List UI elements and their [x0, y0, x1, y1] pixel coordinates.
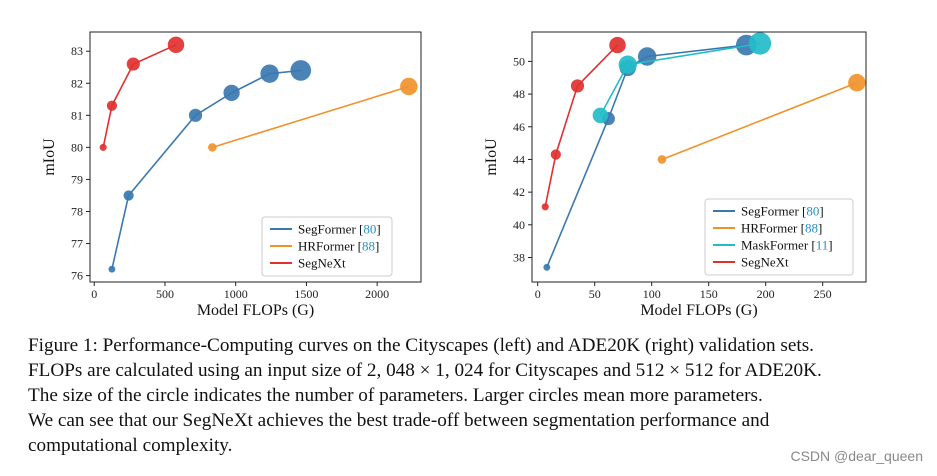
- data-point: [400, 77, 418, 96]
- legend-series-name: HRFormer: [741, 221, 801, 236]
- x-tick-label: 200: [757, 287, 775, 301]
- legend-ref-bracket: [: [359, 222, 363, 237]
- y-tick-label: 78: [71, 204, 83, 218]
- figure-caption: Figure 1: Performance-Computing curves o…: [28, 333, 933, 458]
- legend-box: [261, 216, 393, 277]
- legend-ref-bracket: ]: [828, 238, 832, 253]
- legend-ref-number: 88: [805, 221, 818, 236]
- y-tick-label: 38: [513, 250, 525, 264]
- y-tick-label: 50: [513, 54, 525, 68]
- legend-series-name: SegNeXt: [298, 256, 346, 271]
- caption-line: We can see that our SegNeXt achieves the…: [28, 410, 770, 431]
- legend-ref-number: 11: [816, 238, 829, 253]
- y-tick-label: 46: [513, 120, 525, 134]
- data-point: [106, 100, 118, 111]
- y-tick-label: 44: [513, 152, 525, 166]
- series-line: [544, 44, 619, 207]
- legend-label: SegNeXt: [741, 255, 789, 270]
- x-tick-label: 100: [643, 287, 661, 301]
- data-point: [208, 143, 217, 152]
- legend-label: SegFormer [80]: [741, 204, 824, 219]
- data-point: [123, 190, 134, 201]
- data-point: [167, 36, 185, 54]
- legend-label: HRFormer [88]: [741, 221, 822, 236]
- legend-ref-number: 80: [806, 204, 819, 219]
- y-tick-label: 42: [513, 185, 525, 199]
- data-point: [188, 108, 203, 122]
- x-axis-label: Model FLOPs (G): [197, 302, 314, 319]
- legend-label: SegNeXt: [298, 256, 346, 271]
- data-point: [290, 60, 312, 81]
- data-point: [592, 107, 609, 124]
- y-tick-label: 80: [71, 140, 83, 154]
- x-tick-label: 500: [156, 287, 174, 301]
- data-point: [99, 143, 107, 151]
- legend-series-name: SegNeXt: [741, 255, 789, 270]
- x-tick-label: 0: [91, 287, 97, 301]
- legend-box: [704, 198, 854, 276]
- x-axis-label: Model FLOPs (G): [640, 302, 757, 319]
- data-point: [223, 84, 240, 102]
- legend-ref-bracket: ]: [375, 239, 379, 254]
- legend-series-name: SegFormer: [298, 222, 359, 237]
- x-tick-label: 1500: [294, 287, 318, 301]
- legend-label: MaskFormer [11]: [741, 238, 833, 253]
- y-tick-label: 82: [71, 76, 83, 90]
- y-axis-label: mIoU: [483, 138, 500, 176]
- series-line: [599, 42, 761, 116]
- plot-frame: [89, 31, 422, 283]
- legend-series-name: MaskFormer: [741, 238, 811, 253]
- legend-ref-bracket: [: [811, 238, 815, 253]
- plot-frame: [531, 31, 867, 283]
- data-point: [657, 155, 667, 164]
- legend-label: HRFormer [88]: [298, 239, 379, 254]
- caption-line: Figure 1: Performance-Computing curves o…: [28, 335, 814, 356]
- legend-ref-bracket: [: [358, 239, 362, 254]
- legend-series-name: HRFormer: [298, 239, 358, 254]
- y-tick-label: 48: [513, 87, 525, 101]
- data-point: [126, 57, 140, 71]
- y-tick-label: 40: [513, 218, 525, 232]
- y-tick-label: 79: [71, 172, 83, 186]
- caption-line: The size of the circle indicates the num…: [28, 385, 763, 406]
- series-line: [102, 44, 177, 148]
- data-point: [618, 55, 637, 74]
- legend-ref-bracket: ]: [818, 221, 822, 236]
- legend-ref-bracket: ]: [819, 204, 823, 219]
- data-point: [848, 73, 866, 92]
- chart-ade20k: 0 50 100 150 200 250 38 40 42 44 46 48 50 Model FLOPs…: [483, 31, 867, 319]
- x-tick-label: 0: [535, 287, 541, 301]
- caption-line: computational complexity.: [28, 435, 233, 456]
- legend-series-name: SegFormer: [741, 204, 802, 219]
- x-tick-label: 50: [589, 287, 601, 301]
- y-tick-label: 81: [71, 108, 83, 122]
- series-line: [212, 85, 410, 149]
- legend-ref-number: 80: [363, 222, 376, 237]
- x-tick-label: 2000: [365, 287, 389, 301]
- x-tick-label: 250: [814, 287, 832, 301]
- legend-ref-bracket: ]: [376, 222, 380, 237]
- legend-ref-number: 88: [362, 239, 375, 254]
- y-tick-label: 77: [71, 237, 83, 251]
- y-axis-label: mIoU: [41, 138, 58, 176]
- data-point: [541, 203, 549, 211]
- y-tick-label: 83: [71, 44, 83, 58]
- series-line: [661, 81, 858, 161]
- legend-label: SegFormer [80]: [298, 222, 381, 237]
- data-point: [570, 79, 585, 93]
- legend-ref-bracket: [: [802, 204, 806, 219]
- caption-line: FLOPs are calculated using an input size…: [28, 360, 822, 381]
- x-tick-label: 150: [700, 287, 718, 301]
- data-point: [748, 32, 772, 55]
- legend-ref-bracket: [: [801, 221, 805, 236]
- chart-cityscapes: 0 500 1000 1500 2000 76 77 78 79 80 81 82 83 Model FL…: [41, 31, 422, 319]
- watermark: CSDN @dear_queen: [790, 448, 923, 464]
- data-point: [550, 149, 561, 160]
- x-tick-label: 1000: [224, 287, 248, 301]
- data-point: [260, 64, 279, 83]
- data-point: [108, 265, 116, 273]
- data-point: [543, 263, 551, 271]
- y-tick-label: 76: [71, 269, 83, 283]
- data-point: [609, 36, 626, 54]
